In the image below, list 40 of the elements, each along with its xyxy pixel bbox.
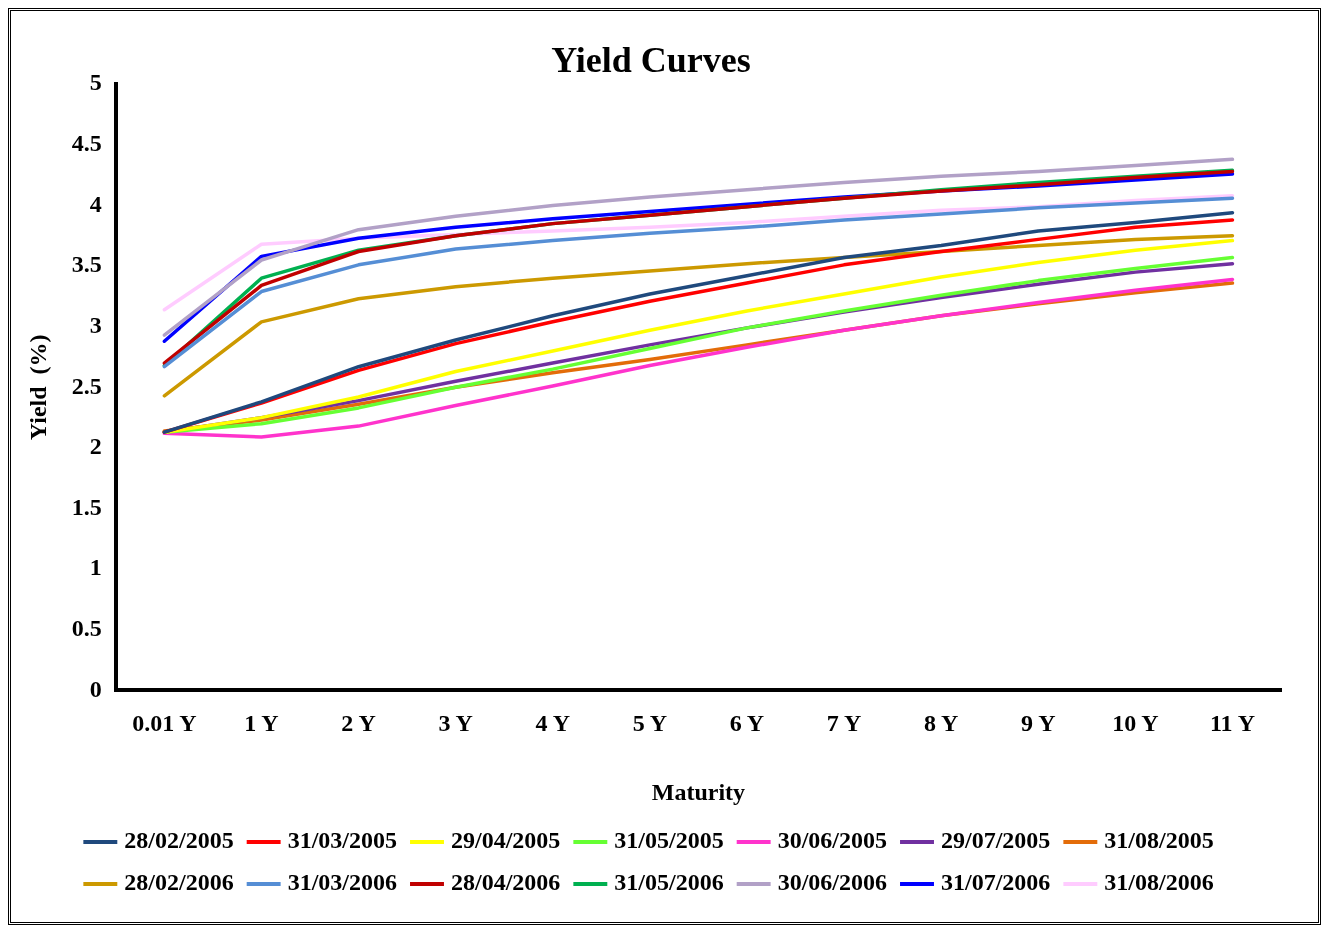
legend-label: 28/02/2006 bbox=[124, 869, 234, 896]
legend-label: 31/08/2006 bbox=[1104, 869, 1214, 896]
y-tick-label: 4 bbox=[89, 190, 102, 217]
y-axis-title: Yield (%) bbox=[24, 334, 51, 441]
x-axis-title: Maturity bbox=[651, 778, 746, 805]
x-tick-label: 0.01 Y bbox=[132, 710, 197, 736]
x-tick-label: 2 Y bbox=[341, 710, 376, 736]
x-tick-label: 8 Y bbox=[923, 710, 959, 736]
legend-label: 30/06/2006 bbox=[777, 869, 888, 896]
legend-label: 31/07/2006 bbox=[941, 869, 1051, 896]
x-tick-label: 3 Y bbox=[438, 710, 473, 736]
y-tick-label: 3.5 bbox=[71, 251, 102, 278]
legend-label: 29/04/2005 bbox=[451, 827, 561, 854]
legend-label: 31/05/2005 bbox=[614, 827, 724, 854]
x-tick-label: 1 Y bbox=[244, 710, 279, 736]
legend-label: 31/08/2005 bbox=[1104, 827, 1214, 854]
x-tick-label: 11 Y bbox=[1209, 710, 1256, 736]
y-tick-label: 0.5 bbox=[71, 614, 102, 641]
legend-label: 28/02/2005 bbox=[124, 827, 234, 854]
x-tick-label: 9 Y bbox=[1021, 710, 1056, 736]
x-tick-label: 7 Y bbox=[826, 710, 862, 736]
legend-label: 31/03/2006 bbox=[287, 869, 397, 896]
y-tick-label: 3 bbox=[89, 311, 102, 338]
y-tick-label: 1 bbox=[89, 554, 102, 581]
legend-label: 29/07/2005 bbox=[941, 827, 1051, 854]
y-tick-label: 0 bbox=[89, 675, 102, 702]
x-tick-label: 6 Y bbox=[729, 710, 765, 736]
y-tick-label: 5 bbox=[89, 69, 102, 96]
chart-title: Yield Curves bbox=[551, 39, 751, 80]
legend-label: 28/04/2006 bbox=[451, 869, 561, 896]
x-tick-label: 5 Y bbox=[632, 710, 668, 736]
legend-label: 31/05/2006 bbox=[614, 869, 724, 896]
y-tick-label: 2 bbox=[89, 433, 102, 460]
legend-label: 31/03/2005 bbox=[287, 827, 397, 854]
x-tick-label: 4 Y bbox=[535, 710, 570, 736]
y-tick-label: 2.5 bbox=[71, 372, 102, 399]
x-tick-label: 10 Y bbox=[1112, 710, 1159, 736]
legend-label: 30/06/2005 bbox=[777, 827, 888, 854]
y-tick-label: 1.5 bbox=[71, 493, 102, 520]
y-tick-label: 4.5 bbox=[71, 130, 102, 157]
